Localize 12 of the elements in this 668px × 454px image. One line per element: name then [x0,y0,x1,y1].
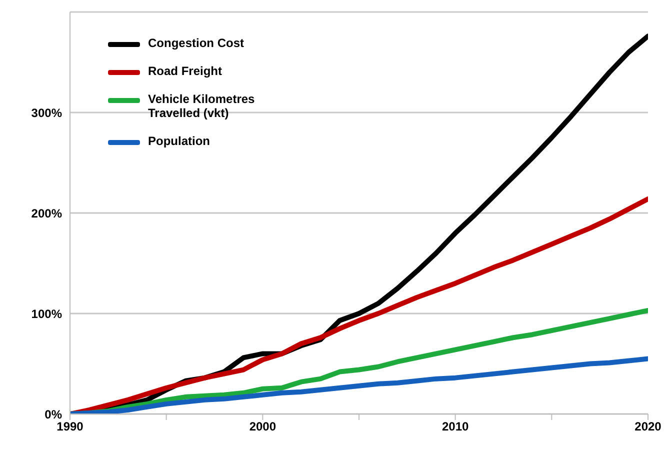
y-tick-label: 100% [31,306,62,321]
y-tick-label: 0% [44,407,62,422]
legend-label: Road Freight [148,64,223,78]
legend-label: Vehicle Kilometres Travelled (vkt) [148,92,256,120]
x-tick-label: 1990 [56,420,84,434]
legend-label: Population [148,134,211,148]
legend-label: Congestion Cost [148,36,245,50]
x-tick-label: 2020 [634,420,662,434]
x-tick-label: 2000 [249,420,276,434]
y-tick-label: 200% [31,206,62,220]
y-tick-label: 300% [31,106,62,120]
x-tick-label: 2010 [442,420,470,434]
